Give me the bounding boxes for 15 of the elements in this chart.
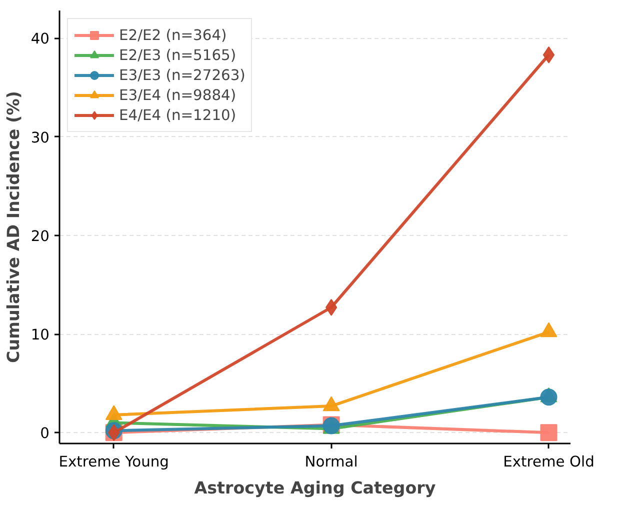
x-tick-label: Extreme Young bbox=[58, 454, 169, 470]
x-tick-label: Normal bbox=[304, 454, 358, 470]
legend-label: E4/E4 (n=1210) bbox=[119, 106, 236, 124]
x-tick-label: Extreme Old bbox=[503, 454, 594, 470]
y-tick-label: 30 bbox=[30, 129, 50, 146]
y-tick-label: 0 bbox=[40, 425, 50, 442]
x-axis-title: Astrocyte Aging Category bbox=[194, 478, 436, 498]
legend-label: E3/E4 (n=9884) bbox=[119, 86, 236, 104]
legend-label: E2/E3 (n=5165) bbox=[119, 46, 236, 64]
y-tick-label: 10 bbox=[30, 326, 50, 344]
y-axis-title: Cumulative AD Incidence (%) bbox=[4, 91, 23, 363]
y-tick-label: 40 bbox=[30, 30, 50, 48]
y-tick-label: 20 bbox=[30, 228, 50, 245]
legend-label: E3/E3 (n=27263) bbox=[119, 66, 246, 84]
legend-label: E2/E2 (n=364) bbox=[119, 26, 227, 44]
